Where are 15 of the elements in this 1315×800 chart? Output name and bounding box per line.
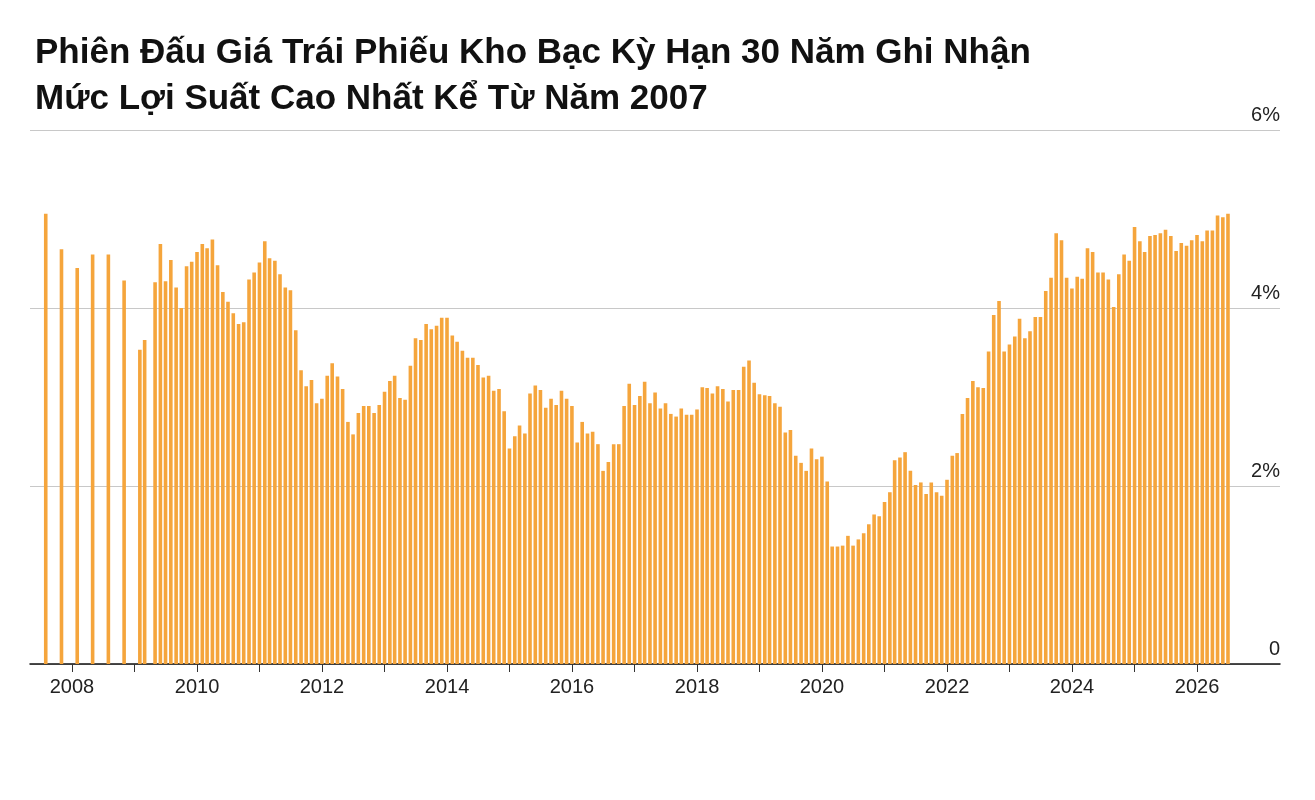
x-tick-label: 2016 (549, 675, 595, 697)
x-tick-label: 2020 (799, 675, 845, 697)
chart-title: Phiên Đấu Giá Trái Phiếu Kho Bạc Kỳ Hạn 30 Năm Ghi Nhận Mức Lợi Suất Cao Nhất Kể Từ Năm 2007 (35, 30, 1041, 116)
y-tick-label: 0 (1268, 637, 1280, 659)
x-tick-label: 2010 (174, 675, 220, 697)
y-tick-label: 6% (1251, 103, 1281, 125)
y-tick-label: 2% (1251, 459, 1281, 481)
y-tick-label: 4% (1251, 281, 1281, 303)
x-tick-label: 2014 (424, 675, 470, 697)
x-tick-label: 2008 (49, 675, 95, 697)
x-tick-label: 2018 (674, 675, 720, 697)
x-tick-label: 2024 (1049, 675, 1095, 697)
x-tick-label: 2012 (299, 675, 345, 697)
x-tick-label: 2026 (1174, 675, 1220, 697)
x-tick-label: 2022 (924, 675, 970, 697)
